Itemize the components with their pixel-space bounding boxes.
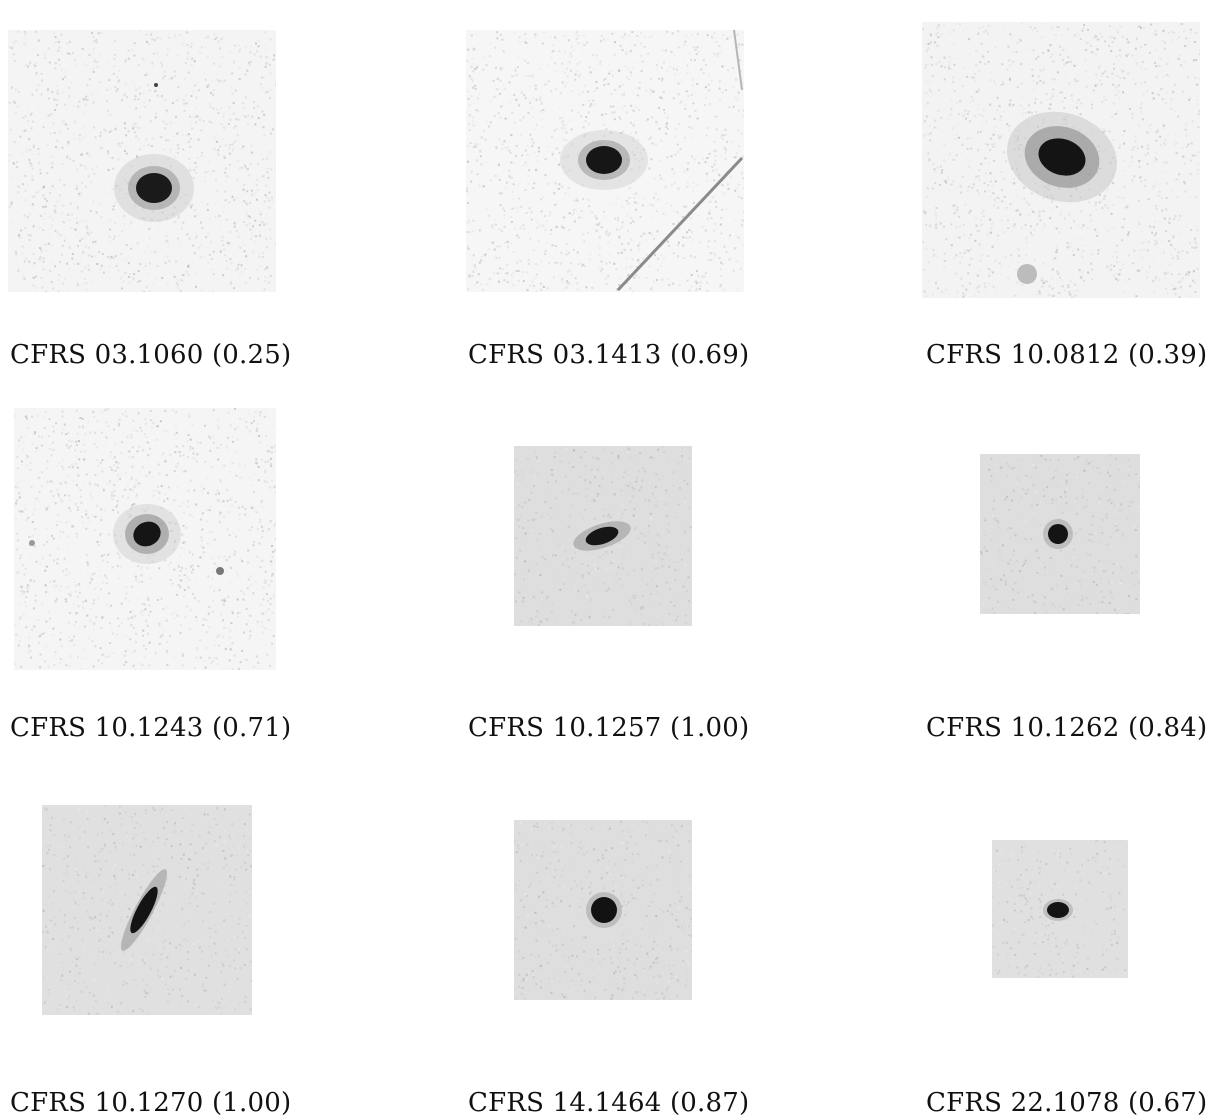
panel-caption: CFRS 14.1464 (0.87) bbox=[468, 1088, 750, 1118]
panel-caption: CFRS 10.1257 (1.00) bbox=[468, 713, 750, 743]
panel-caption: CFRS 22.1078 (0.67) bbox=[926, 1088, 1208, 1118]
panel-caption: CFRS 10.1262 (0.84) bbox=[926, 713, 1208, 743]
galaxy-image bbox=[514, 820, 692, 1000]
panel-caption: CFRS 03.1413 (0.69) bbox=[468, 340, 750, 370]
galaxy-image bbox=[8, 30, 276, 292]
galaxy-stamp bbox=[466, 30, 744, 292]
panel-caption: CFRS 10.0812 (0.39) bbox=[926, 340, 1208, 370]
panel-caption: CFRS 03.1060 (0.25) bbox=[10, 340, 292, 370]
galaxy-stamp bbox=[992, 840, 1128, 978]
galaxy-stamp bbox=[14, 408, 276, 670]
panel-caption: CFRS 10.1270 (1.00) bbox=[10, 1088, 292, 1118]
galaxy-stamp bbox=[922, 22, 1200, 298]
panel-caption: CFRS 10.1243 (0.71) bbox=[10, 713, 292, 743]
galaxy-image bbox=[992, 840, 1128, 978]
galaxy-image bbox=[514, 446, 692, 626]
galaxy-image bbox=[14, 408, 276, 670]
galaxy-stamp bbox=[8, 30, 276, 292]
galaxy-stamp bbox=[980, 454, 1140, 614]
galaxy-stamp bbox=[42, 805, 252, 1015]
galaxy-image bbox=[42, 805, 252, 1015]
galaxy-image bbox=[922, 22, 1200, 298]
galaxy-stamp bbox=[514, 820, 692, 1000]
galaxy-stamp bbox=[514, 446, 692, 626]
galaxy-image bbox=[980, 454, 1140, 614]
galaxy-image bbox=[466, 30, 744, 292]
